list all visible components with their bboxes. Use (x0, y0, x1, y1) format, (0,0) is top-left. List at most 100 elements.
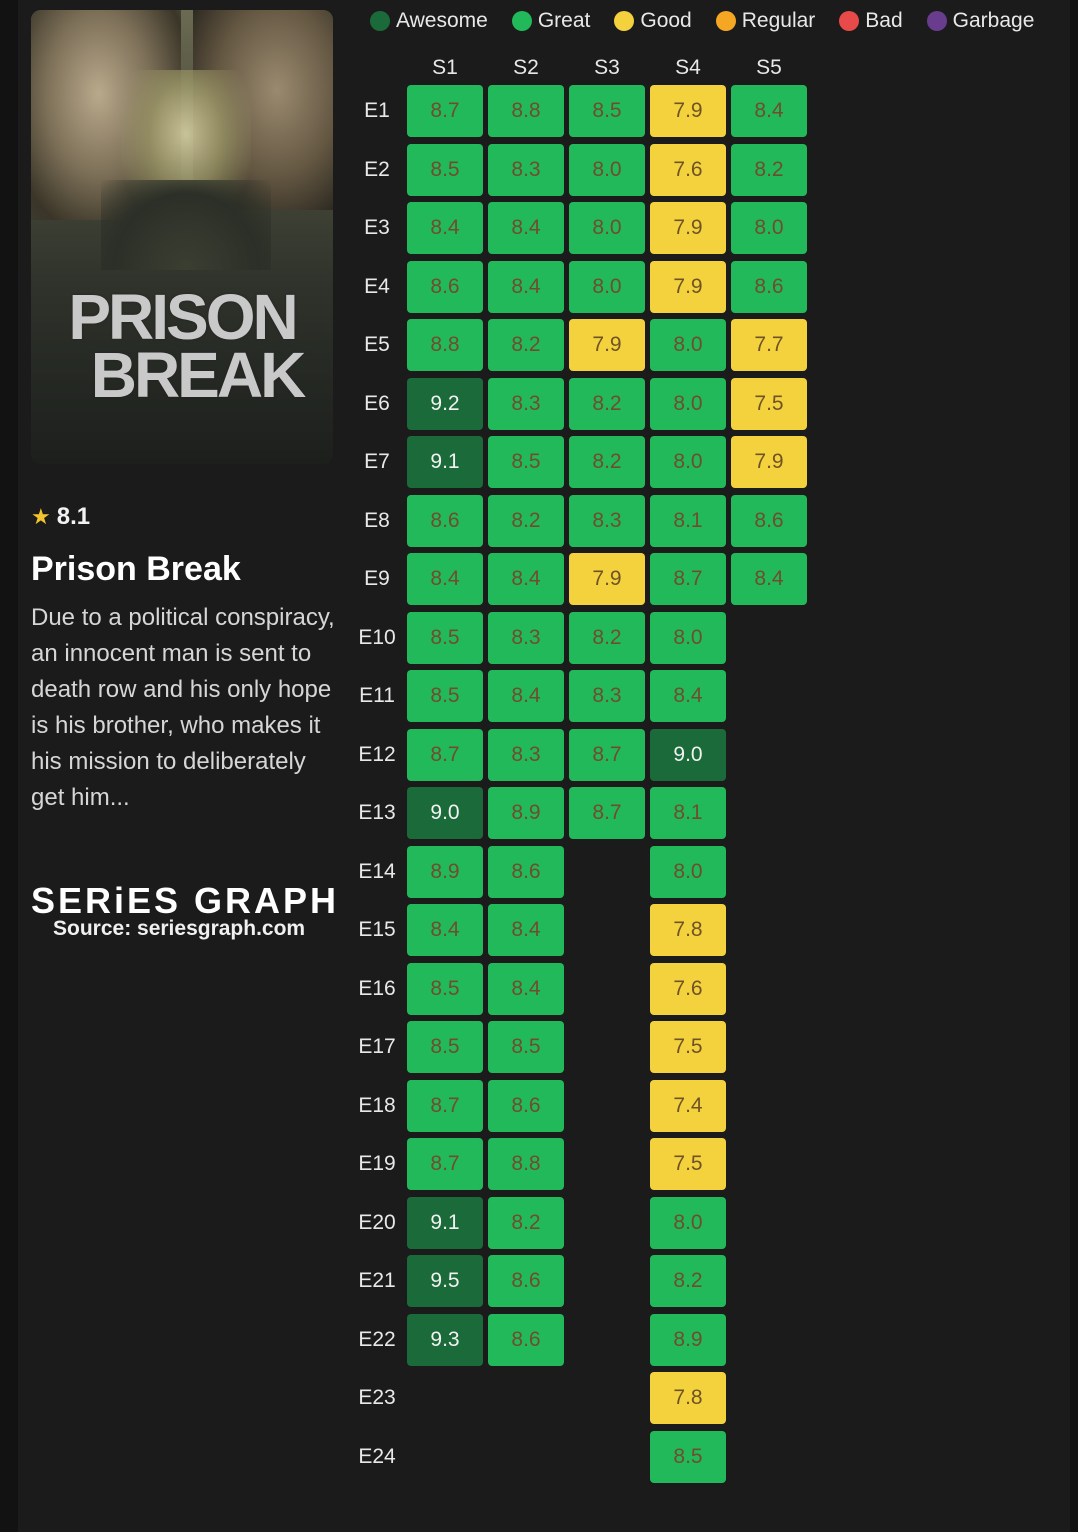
row-header-e8: E8 (364, 508, 390, 532)
rating-cell-s1-e10: 8.5 (407, 611, 483, 664)
rating-cell-s2-e7: 8.5 (488, 436, 564, 488)
legend-label: Regular (741, 9, 816, 32)
rating-cell-s2-e6: 8.3 (488, 377, 564, 430)
row-header-e23: E23 (358, 1386, 396, 1409)
show-poster: PRISON BREAK (31, 10, 333, 464)
row-header-e4: E4 (364, 274, 390, 298)
poster-building (101, 180, 271, 270)
rating-cell-s3-e11: 8.3 (569, 670, 645, 722)
rating-cell-s2-e12: 8.3 (488, 728, 564, 781)
rating-cell-s2-e18: 8.6 (488, 1079, 564, 1132)
legend-dot-icon (839, 11, 860, 31)
rating-cell-s3-e4: 8.0 (569, 260, 645, 313)
rating-cell-s3-e10: 8.2 (569, 611, 645, 664)
legend-item-bad: Bad (839, 9, 903, 33)
star-icon: ★ (31, 504, 51, 529)
rating-cell-s3-e8: 8.3 (569, 494, 645, 547)
brand-logo: SERiES GRAPH (31, 880, 340, 921)
rating-cell-s1-e9: 8.4 (407, 553, 483, 605)
rating-cell-s4-e14: 8.0 (650, 845, 726, 898)
legend-item-garbage: Garbage (926, 9, 1035, 33)
rating-cell-s3-e7: 8.2 (569, 436, 645, 488)
rating-cell-s2-e11: 8.4 (488, 670, 564, 722)
rating-cell-s1-e8: 8.6 (407, 494, 483, 547)
rating-cell-s3-e9: 7.9 (569, 553, 645, 605)
rating-cell-s4-e19: 7.5 (650, 1138, 726, 1190)
row-header-e21: E21 (358, 1269, 396, 1292)
show-title: Prison Break (31, 550, 241, 588)
rating-cell-s2-e19: 8.8 (488, 1138, 564, 1190)
show-description: Due to a political conspiracy, an innoce… (31, 604, 335, 811)
rating-cell-s1-e14: 8.9 (407, 845, 483, 898)
rating-cell-s2-e2: 8.3 (488, 143, 564, 196)
row-header-e22: E22 (358, 1327, 396, 1351)
rating-cell-s4-e21: 8.2 (650, 1255, 726, 1307)
row-header-e19: E19 (358, 1152, 396, 1175)
poster-title-line2: BREAK (90, 339, 307, 411)
legend-dot-icon (614, 11, 635, 31)
rating-cell-s4-e20: 8.0 (650, 1196, 726, 1249)
rating-cell-s5-e6: 7.5 (731, 377, 807, 430)
rating-cell-s1-e7: 9.1 (407, 436, 483, 488)
rating-cell-s4-e22: 8.9 (650, 1313, 726, 1366)
rating-cell-s4-e12: 9.0 (650, 728, 726, 781)
rating-cell-s4-e24: 8.5 (650, 1430, 726, 1483)
row-header-e7: E7 (364, 450, 390, 473)
column-header-s3: S3 (594, 56, 620, 79)
legend-label: Awesome (396, 9, 488, 32)
rating-cell-s3-e2: 8.0 (569, 143, 645, 196)
rating-cell-s2-e4: 8.4 (488, 260, 564, 313)
rating-cell-s1-e12: 8.7 (407, 728, 483, 781)
rating-cell-s5-e1: 8.4 (731, 85, 807, 137)
rating-cell-s4-e10: 8.0 (650, 611, 726, 664)
rating-cell-s1-e4: 8.6 (407, 260, 483, 313)
rating-cell-s1-e21: 9.5 (407, 1255, 483, 1307)
column-header-s5: S5 (756, 56, 782, 79)
rating-cell-s2-e21: 8.6 (488, 1255, 564, 1307)
rating-cell-s4-e13: 8.1 (650, 787, 726, 839)
row-header-e24: E24 (358, 1444, 396, 1468)
rating-cell-s1-e22: 9.3 (407, 1313, 483, 1366)
rating-cell-s4-e17: 7.5 (650, 1021, 726, 1073)
rating-cell-s1-e3: 8.4 (407, 202, 483, 254)
legend: Awesome Great Good Regular Bad Garbage (370, 8, 1034, 34)
rating-cell-s5-e8: 8.6 (731, 494, 807, 547)
legend-dot-icon (370, 11, 390, 31)
rating-cell-s4-e11: 8.4 (650, 670, 726, 722)
legend-item-good: Good (614, 9, 692, 33)
legend-label: Bad (865, 9, 903, 32)
rating-cell-s4-e1: 7.9 (650, 85, 726, 137)
rating-cell-s2-e3: 8.4 (488, 202, 564, 254)
legend-label: Garbage (952, 9, 1035, 32)
rating-cell-s4-e5: 8.0 (650, 319, 726, 371)
rating-cell-s1-e15: 8.4 (407, 904, 483, 956)
rating-cell-s4-e2: 7.6 (650, 143, 726, 196)
rating-cell-s2-e14: 8.6 (488, 845, 564, 898)
rating-cell-s3-e6: 8.2 (569, 377, 645, 430)
rating-cell-s4-e6: 8.0 (650, 377, 726, 430)
row-header-e17: E17 (358, 1035, 396, 1058)
rating-cell-s4-e16: 7.6 (650, 962, 726, 1015)
row-header-e9: E9 (364, 567, 390, 590)
legend-label: Great (537, 9, 591, 32)
legend-item-awesome: Awesome (370, 9, 488, 33)
row-header-e11: E11 (359, 684, 395, 707)
rating-cell-s3-e13: 8.7 (569, 787, 645, 839)
rating-cell-s2-e13: 8.9 (488, 787, 564, 839)
legend-dot-icon (511, 11, 532, 31)
legend-item-great: Great (511, 9, 591, 33)
rating-cell-s2-e15: 8.4 (488, 904, 564, 956)
rating-cell-s2-e16: 8.4 (488, 962, 564, 1015)
rating-cell-s4-e3: 7.9 (650, 202, 726, 254)
column-header-s4: S4 (675, 56, 701, 79)
poster-title: PRISON BREAK (31, 285, 333, 411)
row-header-e15: E15 (358, 918, 396, 941)
rating-cell-s5-e2: 8.2 (731, 143, 807, 196)
rating-cell-s5-e9: 8.4 (731, 553, 807, 605)
rating-cell-s2-e5: 8.2 (488, 319, 564, 371)
rating-cell-s4-e15: 7.8 (650, 904, 726, 956)
rating-cell-s1-e13: 9.0 (407, 787, 483, 839)
rating-cell-s1-e20: 9.1 (407, 1196, 483, 1249)
row-header-e18: E18 (358, 1093, 396, 1117)
rating-cell-s4-e8: 8.1 (650, 494, 726, 547)
